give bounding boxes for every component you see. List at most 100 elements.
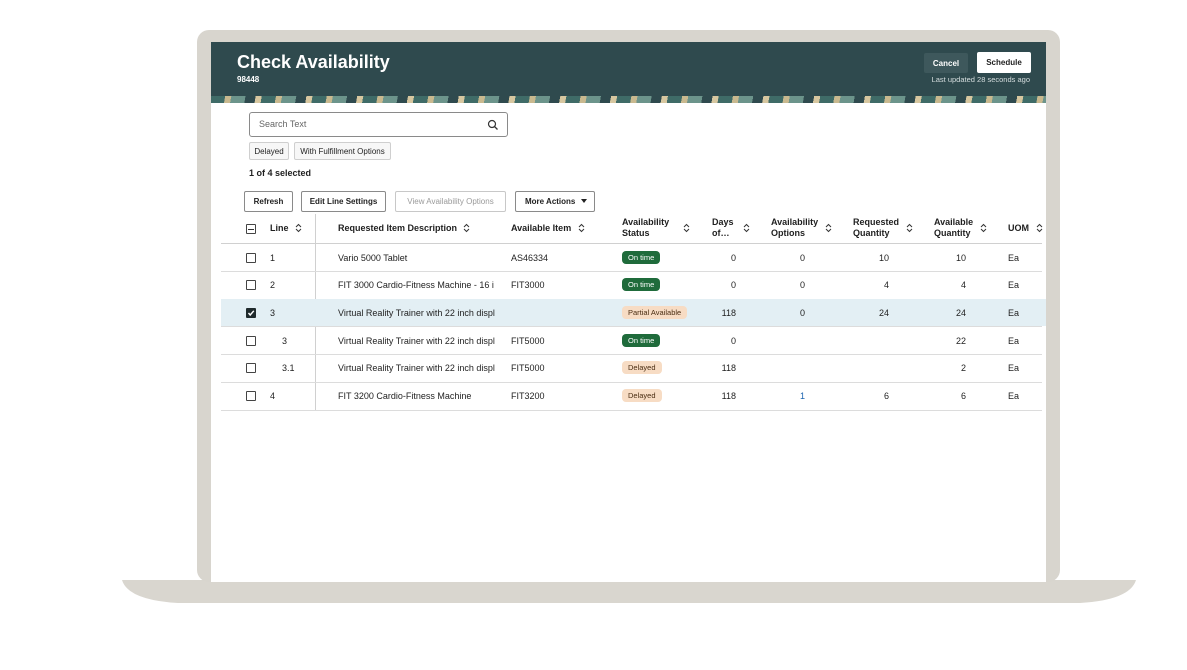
cell-uom: Ea — [1008, 363, 1020, 374]
cell-available: 22 — [955, 335, 966, 346]
line-number: 1 — [270, 252, 276, 263]
cell-available: 2 — [960, 363, 966, 374]
cell-days: 0 — [730, 252, 736, 263]
line-number: 3 — [270, 307, 276, 318]
cell-description: Vario 5000 Tablet — [338, 252, 408, 263]
status-badge: Delayed — [622, 361, 662, 375]
row-divider — [221, 326, 1042, 328]
search-placeholder: Search Text — [259, 119, 307, 129]
cell-description: Virtual Reality Trainer with 22 inch dis… — [338, 335, 495, 346]
cell-options: 0 — [799, 307, 805, 318]
cell-uom: Ea — [1008, 252, 1020, 263]
view-options-button: View Availability Options — [395, 191, 506, 212]
sort-icon[interactable] — [743, 223, 750, 233]
status-badge: On time — [622, 278, 661, 292]
row-checkbox[interactable] — [246, 391, 256, 401]
cell-item: FIT3000 — [511, 280, 545, 291]
cell-description: Virtual Reality Trainer with 22 inch dis… — [338, 363, 495, 374]
sort-icon[interactable] — [295, 223, 302, 233]
cell-description: FIT 3000 Cardio-Fitness Machine - 16 i — [338, 280, 494, 291]
cell-requested: 10 — [878, 252, 889, 263]
more-actions-label: More Actions — [525, 197, 576, 206]
column-header[interactable]: Availability Status — [622, 217, 670, 238]
cell-requested: 4 — [883, 280, 889, 291]
column-header[interactable]: Line — [270, 222, 289, 233]
column-header[interactable]: Availability Options — [771, 217, 819, 238]
cell-options: 0 — [799, 280, 805, 291]
cell-item: FIT5000 — [511, 335, 545, 346]
line-number: 2 — [270, 280, 276, 291]
cell-available: 24 — [955, 307, 966, 318]
cell-uom: Ea — [1008, 307, 1020, 318]
row-divider — [221, 271, 1042, 272]
last-updated: Last updated 28 seconds ago — [931, 75, 1030, 84]
column-header[interactable]: Requested Item Description — [338, 222, 458, 233]
selection-count: 1 of 4 selected — [249, 168, 312, 178]
row-checkbox[interactable] — [246, 252, 256, 263]
filter-chip[interactable]: Delayed — [249, 142, 289, 160]
cell-options[interactable]: 1 — [799, 391, 805, 401]
refresh-button[interactable]: Refresh — [244, 191, 293, 212]
line-number: 3.1 — [282, 363, 295, 374]
cell-item: FIT3200 — [511, 391, 545, 401]
column-header[interactable]: Available Quantity — [934, 217, 974, 238]
cell-description: Virtual Reality Trainer with 22 inch dis… — [338, 307, 495, 318]
search-box[interactable] — [249, 112, 508, 137]
cell-uom: Ea — [1008, 280, 1020, 291]
row-divider — [221, 381, 1042, 383]
line-number: 3 — [282, 335, 288, 346]
line-number: 4 — [270, 391, 276, 401]
cell-available: 4 — [960, 280, 966, 291]
cell-days: 118 — [721, 363, 736, 374]
cell-uom: Ea — [1008, 335, 1020, 346]
cell-requested: 24 — [878, 307, 889, 318]
search-icon — [487, 119, 498, 130]
row-checkbox[interactable] — [246, 280, 256, 291]
sort-icon[interactable] — [906, 223, 913, 233]
sort-icon[interactable] — [825, 223, 832, 233]
sort-icon[interactable] — [463, 223, 470, 233]
row-checkbox[interactable] — [246, 307, 256, 318]
cell-options: 0 — [799, 252, 805, 263]
sort-icon[interactable] — [578, 223, 585, 233]
app-header — [211, 42, 1046, 96]
status-badge: Delayed — [622, 389, 662, 402]
cell-item: FIT5000 — [511, 363, 545, 374]
sort-icon[interactable] — [683, 223, 690, 233]
status-badge: On time — [622, 333, 661, 347]
cell-days: 118 — [721, 307, 736, 318]
column-header[interactable]: Requested Quantity — [853, 217, 900, 238]
cell-item: AS46334 — [511, 252, 549, 263]
row-divider — [221, 298, 1042, 300]
row-checkbox[interactable] — [246, 335, 256, 346]
header-pattern — [211, 96, 1046, 103]
row-checkbox[interactable] — [246, 363, 256, 374]
cell-available: 6 — [960, 391, 966, 401]
cell-days: 0 — [730, 280, 736, 291]
column-header[interactable]: Days of… — [712, 217, 734, 238]
dropdown-arrow — [581, 199, 587, 203]
cell-description: FIT 3200 Cardio-Fitness Machine — [338, 391, 472, 401]
more-actions-button[interactable]: More Actions — [515, 191, 595, 212]
status-badge: On time — [622, 250, 661, 264]
cell-requested: 6 — [883, 391, 889, 401]
cancel-button[interactable]: Cancel — [924, 53, 968, 73]
cell-uom: Ea — [1008, 391, 1020, 401]
column-header[interactable]: UOM — [1008, 222, 1029, 233]
select-all-checkbox[interactable] — [246, 224, 256, 234]
sort-icon[interactable] — [980, 223, 987, 233]
sort-icon[interactable] — [1036, 223, 1043, 233]
cell-days: 118 — [721, 391, 736, 401]
filter-chip[interactable]: With Fulfillment Options — [294, 142, 391, 160]
edit-settings-button[interactable]: Edit Line Settings — [301, 191, 386, 212]
cell-available: 10 — [955, 252, 966, 263]
status-badge: Partial Available — [622, 305, 688, 319]
row-divider — [221, 409, 1042, 411]
row-divider — [221, 354, 1042, 356]
header-divider — [221, 243, 1042, 244]
column-header[interactable]: Available Item — [511, 222, 572, 233]
schedule-button[interactable]: Schedule — [977, 52, 1031, 73]
page-title: Check Availability — [237, 52, 390, 72]
cell-days: 0 — [730, 335, 736, 346]
